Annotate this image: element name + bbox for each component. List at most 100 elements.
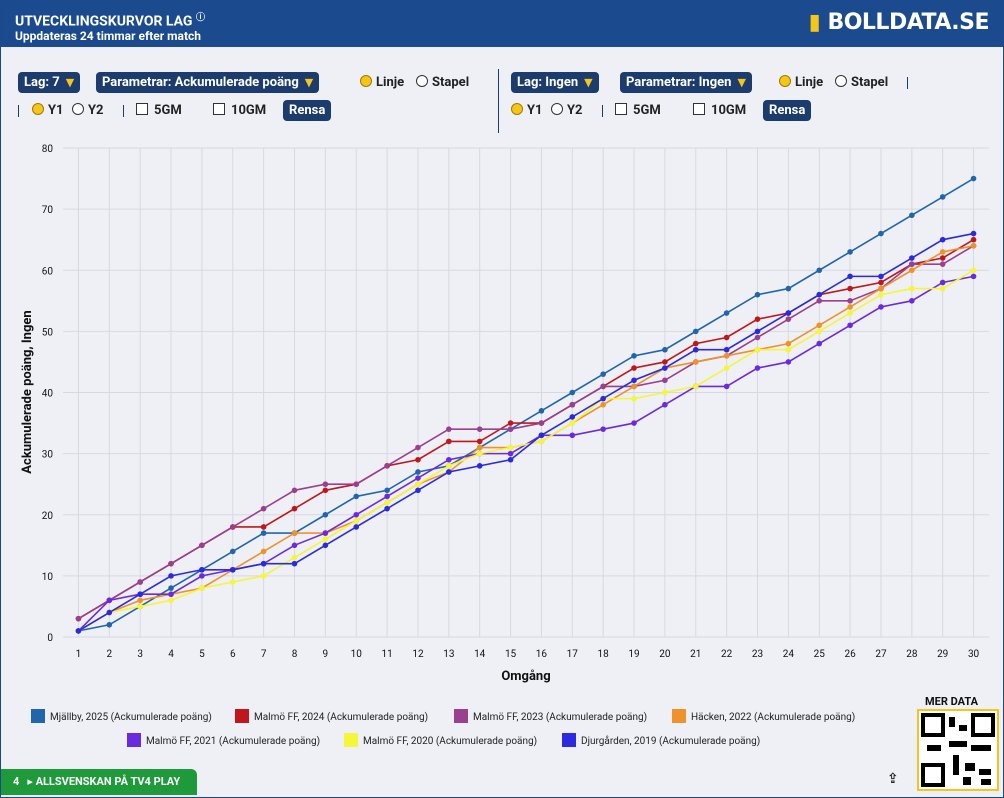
data-point (106, 621, 113, 628)
data-point (322, 536, 329, 542)
data-point (939, 279, 946, 286)
clear-button[interactable]: Rensa (763, 100, 812, 121)
data-point (909, 285, 915, 292)
data-point (538, 438, 545, 445)
data-point (538, 420, 545, 426)
logo[interactable]: ▮ BOLLDATA.SE (808, 10, 990, 35)
legend-label: Häcken, 2022 (Ackumulerade poäng) (691, 711, 855, 723)
legend-swatch (454, 709, 468, 723)
data-point (446, 463, 452, 469)
data-point (785, 346, 792, 353)
data-point (723, 310, 730, 316)
data-point (816, 267, 823, 274)
data-point (662, 365, 668, 371)
data-point (476, 444, 483, 451)
data-point (476, 450, 483, 457)
param-dropdown[interactable]: Parametrar: Ackumulerade poäng ▼ (96, 72, 320, 93)
data-point (507, 444, 514, 451)
qr-code[interactable] (917, 709, 999, 791)
check-10gm[interactable]: 10GM (213, 103, 266, 118)
x-tick-label: 8 (292, 649, 298, 660)
data-point (322, 542, 329, 549)
data-point (538, 432, 545, 439)
data-point (692, 383, 699, 390)
data-point (199, 542, 205, 549)
data-point (939, 236, 946, 243)
data-point (384, 487, 390, 494)
team-dropdown[interactable]: Lag: Ingen ▼ (511, 72, 599, 93)
data-point (569, 414, 576, 420)
data-point (878, 279, 884, 286)
label: Linje (376, 75, 405, 90)
x-tick-label: 1 (76, 649, 82, 660)
data-point (291, 487, 298, 494)
data-point (600, 371, 606, 377)
label: Y2 (88, 103, 104, 118)
data-point (75, 628, 82, 634)
data-point (168, 591, 174, 598)
x-tick-label: 23 (752, 649, 763, 660)
x-tick-label: 25 (814, 649, 826, 660)
data-point (847, 285, 853, 292)
data-point (137, 579, 143, 585)
x-tick-label: 13 (443, 649, 454, 660)
label: 5GM (154, 103, 182, 118)
data-point (816, 298, 823, 304)
data-point (723, 383, 730, 390)
data-point (662, 346, 668, 353)
tv4-banner[interactable]: 4 ▸ ALLSVENSKAN PÅ TV4 PLAY (1, 769, 197, 795)
data-point (291, 554, 298, 561)
data-point (631, 353, 637, 359)
data-point (446, 456, 452, 463)
clear-button[interactable]: Rensa (283, 100, 332, 121)
data-point (106, 609, 113, 616)
radio-bar[interactable]: Stapel (416, 75, 469, 90)
data-point (199, 585, 205, 591)
data-point (384, 499, 390, 506)
series-line (78, 245, 974, 620)
radio-line[interactable]: Linje (360, 75, 404, 90)
x-tick-label: 29 (937, 649, 948, 660)
data-point (106, 597, 113, 604)
check-5gm[interactable]: 5GM (615, 103, 661, 118)
param-dropdown[interactable]: Parametrar: Ingen ▼ (620, 72, 752, 93)
data-point (260, 505, 267, 512)
radio-y1[interactable]: Y1 (32, 103, 64, 118)
y-axis-label: Ackumulerade poäng, Ingen (20, 310, 35, 473)
data-point (631, 377, 637, 384)
data-point (878, 304, 884, 310)
data-point (939, 255, 946, 261)
radio-line[interactable]: Linje (779, 75, 823, 90)
data-point (538, 408, 545, 414)
data-point (446, 438, 452, 445)
data-point (878, 285, 884, 292)
data-point (878, 291, 884, 298)
data-point (909, 212, 915, 219)
data-point (199, 573, 205, 579)
legend-label: Djurgården, 2019 (Ackumulerade poäng) (581, 735, 760, 747)
check-5gm[interactable]: 5GM (136, 103, 182, 118)
data-point (600, 426, 606, 432)
x-tick-label: 12 (412, 649, 424, 660)
y-tick-label: 0 (47, 633, 53, 644)
data-point (785, 316, 792, 322)
share-icon[interactable]: ⇪ (887, 771, 899, 787)
legend-swatch (235, 709, 249, 723)
data-point (754, 346, 761, 353)
x-tick-label: 21 (690, 649, 701, 660)
data-point (816, 322, 823, 329)
radio-y2[interactable]: Y2 (551, 103, 583, 118)
data-point (970, 267, 977, 274)
radio-bar[interactable]: Stapel (835, 75, 888, 90)
radio-y2[interactable]: Y2 (72, 103, 104, 118)
data-point (569, 432, 576, 439)
data-point (353, 481, 360, 487)
data-point (970, 236, 977, 243)
team-dropdown[interactable]: Lag: 7 ▼ (18, 72, 81, 93)
x-tick-label: 9 (323, 649, 329, 660)
radio-y1[interactable]: Y1 (511, 103, 543, 118)
data-point (199, 566, 205, 573)
check-10gm[interactable]: 10GM (693, 103, 746, 118)
x-tick-label: 6 (230, 649, 236, 660)
